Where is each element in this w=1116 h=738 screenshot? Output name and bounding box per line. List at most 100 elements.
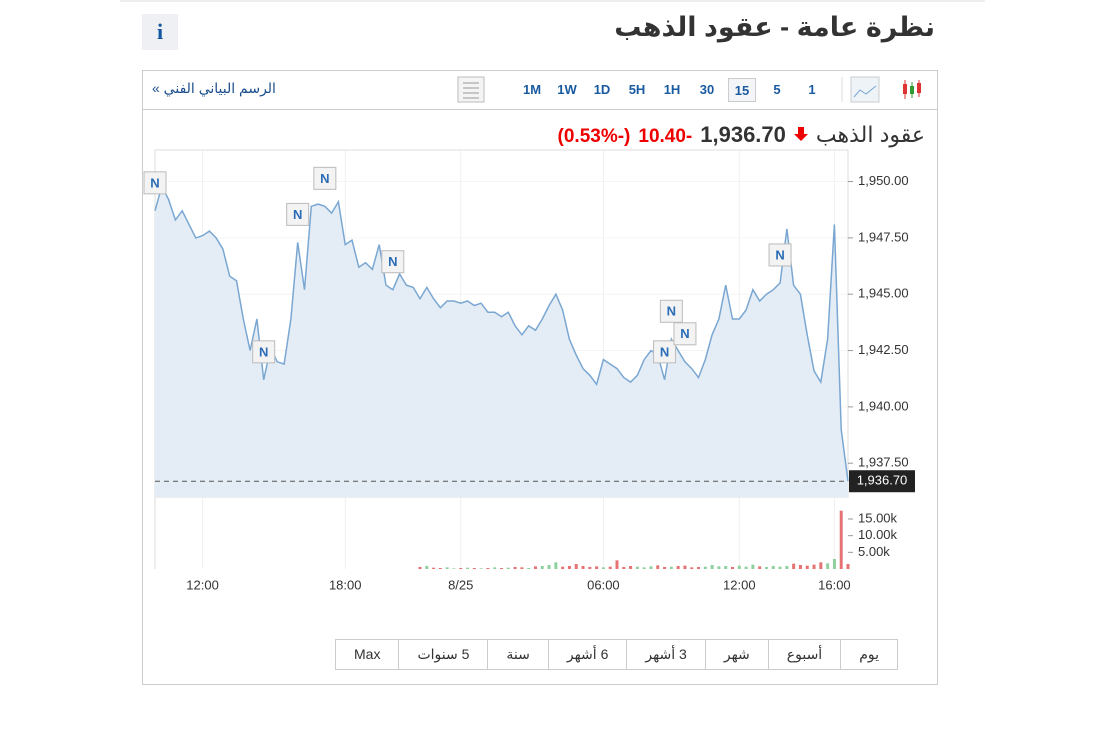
range-button[interactable]: Max [354, 646, 381, 662]
volume-bar [601, 567, 605, 569]
news-box [673, 322, 697, 346]
news-marker[interactable]: N [653, 340, 677, 364]
volume-bar [608, 566, 612, 569]
volume-bar [581, 566, 585, 569]
interval-button[interactable]: 1H [663, 82, 681, 97]
interval-button[interactable]: 5H [628, 82, 646, 97]
range-selector: يوم أسبوع شهر 3 أشهر 6 أشهر سنة 5 سنوات Max [335, 639, 898, 670]
volume-bar [459, 568, 463, 569]
volume-bar [656, 565, 660, 569]
volume-bar [506, 567, 510, 569]
volume-bar [724, 566, 728, 569]
y-tick-label: 1,947.50 [858, 229, 909, 244]
volume-bar [764, 567, 768, 569]
news-marker[interactable]: N [286, 202, 310, 226]
volume-bar [540, 566, 544, 569]
volume-bar [445, 567, 449, 569]
news-marker[interactable]: N [143, 171, 167, 195]
volume-bar [615, 560, 619, 569]
x-tick-label: 12:00 [186, 577, 219, 592]
interval-button[interactable]: 1M [522, 82, 542, 97]
news-marker[interactable]: N [659, 299, 683, 323]
range-button[interactable]: سنة [487, 640, 547, 669]
change: -10.40 [638, 126, 693, 147]
range-button[interactable]: 5 سنوات [398, 640, 487, 669]
news-label: N [660, 344, 669, 359]
price-area [155, 186, 848, 497]
volume-bar [683, 565, 687, 569]
news-box [252, 340, 276, 364]
news-label: N [293, 207, 302, 222]
last-price-tag [849, 470, 915, 493]
volume-bar [785, 566, 789, 569]
instrument-name: عقود الذهب [815, 122, 925, 147]
toolbar [143, 71, 937, 110]
news-marker[interactable]: N [313, 166, 337, 190]
line-chart-icon[interactable] [850, 76, 880, 103]
news-box [381, 250, 405, 274]
interval-button[interactable]: 5 [773, 82, 781, 97]
volume-bar [846, 564, 850, 569]
range-button[interactable]: أسبوع [767, 640, 840, 669]
news-box [313, 166, 337, 190]
chart-panel [142, 70, 938, 685]
volume-bar [642, 567, 646, 569]
volume-bar [690, 567, 694, 569]
volume-bar [533, 566, 537, 569]
volume-bar [588, 567, 592, 569]
volume-bar [819, 562, 823, 569]
news-box [653, 340, 677, 364]
range-button[interactable]: يوم [840, 640, 897, 669]
interval-button[interactable]: 30 [699, 82, 715, 97]
volume-bar [805, 565, 809, 569]
volume-bar [438, 568, 442, 569]
down-arrow [793, 127, 808, 141]
x-tick-label: 8/25 [448, 577, 473, 592]
price: 1,936.70 [700, 122, 786, 147]
volume-bar [629, 566, 633, 569]
volume-bar [676, 566, 680, 569]
volume-bar [493, 567, 497, 569]
volume-bar [710, 565, 714, 569]
volume-bar [500, 568, 503, 569]
news-marker[interactable]: N [381, 250, 405, 274]
volume-bar [595, 566, 599, 569]
volume-bar [425, 566, 429, 569]
news-label: N [680, 326, 689, 341]
y-tick-label: 1,950.00 [858, 173, 909, 188]
interval-button[interactable]: 15 [728, 78, 756, 102]
y-tick-label: 1,940.00 [858, 398, 909, 413]
x-tick-label: 12:00 [723, 577, 756, 592]
volume-bar [798, 565, 802, 569]
news-box [286, 202, 310, 226]
volume-bar [649, 566, 653, 569]
news-box [143, 171, 167, 195]
line-chart-glyph [853, 85, 877, 98]
volume-bar [758, 566, 762, 569]
interval-button[interactable]: 1D [593, 82, 611, 97]
volume-bar [635, 566, 639, 569]
change-percent: (-0.53%) [557, 126, 631, 147]
news-marker[interactable]: N [768, 243, 792, 267]
range-button[interactable]: شهر [704, 640, 768, 669]
range-button[interactable]: 6 أشهر [547, 640, 626, 669]
interval-button[interactable]: 1 [808, 82, 816, 97]
range-button[interactable]: 3 أشهر [626, 640, 704, 669]
interval-button[interactable]: 1W [557, 82, 577, 97]
volume-bar [418, 567, 422, 569]
candle-icon[interactable] [903, 80, 921, 99]
quote: عقود الذهب 1,936.70 -10.40 (-0.53%) [558, 122, 925, 148]
news-marker[interactable]: N [252, 340, 276, 364]
volume-bar [731, 567, 734, 569]
last-price-label: 1,936.70 [857, 473, 908, 488]
info-button[interactable]: i [142, 14, 178, 50]
volume-bar [737, 565, 741, 569]
technical-chart-link[interactable]: الرسم البياني الفني » [152, 80, 276, 96]
volume-bar [479, 568, 483, 569]
volume-bar [432, 567, 436, 569]
news-label: N [667, 304, 676, 319]
news-marker[interactable]: N [673, 322, 697, 346]
volume-bar [513, 567, 517, 569]
